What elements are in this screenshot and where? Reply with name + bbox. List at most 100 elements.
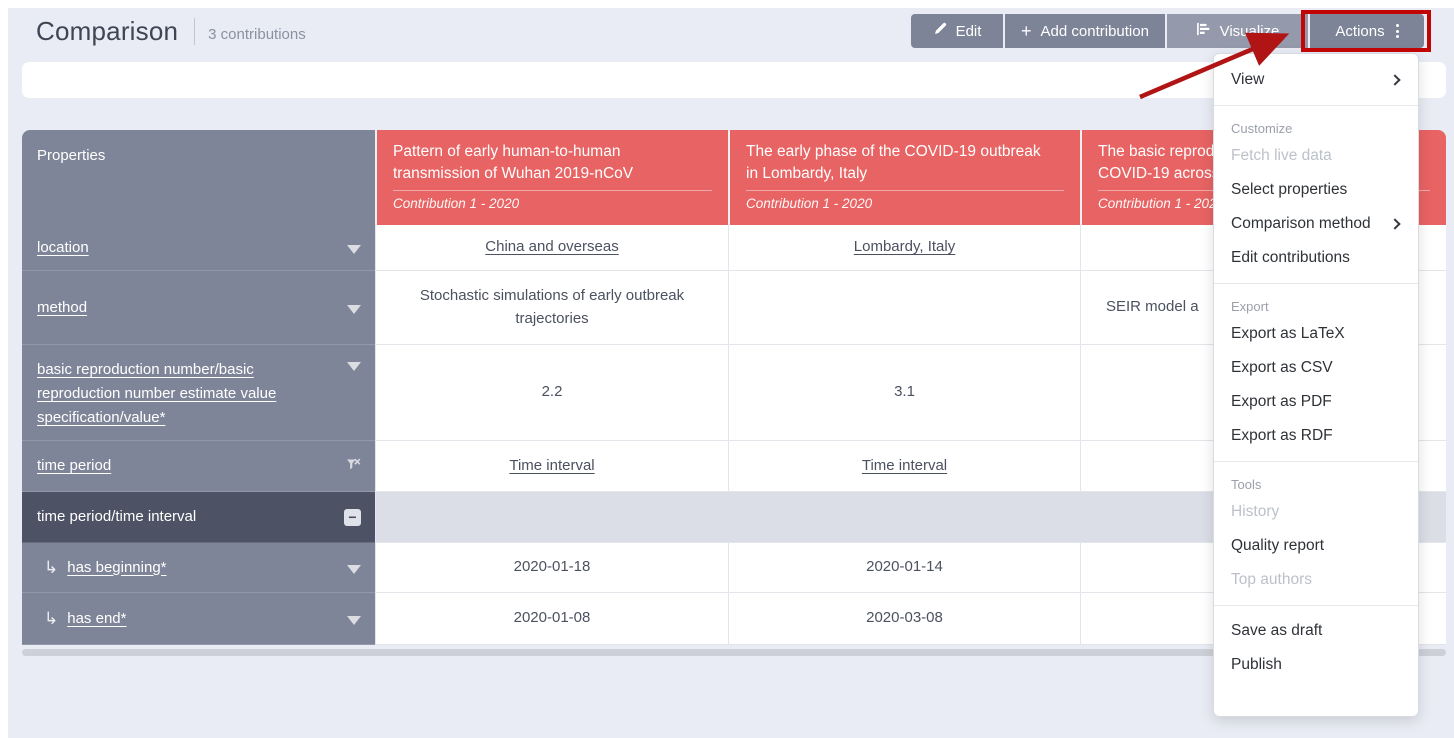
subproperty-arrow-icon: ↳	[44, 557, 59, 577]
table-cell: 2020-01-08	[375, 593, 728, 645]
property-row-has-beginning: ↳ has beginning*	[22, 543, 375, 593]
edit-button-label: Edit	[955, 22, 982, 40]
cell-value: 2020-01-18	[513, 558, 591, 576]
menu-item-fetch-live-data: Fetch live data	[1214, 139, 1418, 173]
resource-link[interactable]: China and overseas	[485, 238, 619, 256]
menu-item-label: View	[1231, 71, 1265, 88]
kebab-icon	[1395, 24, 1399, 38]
table-cell: Time interval	[728, 441, 1080, 492]
contribution-subtitle: Contribution 1 - 2020	[1098, 196, 1225, 211]
table-cell: 2020-03-08	[728, 593, 1080, 645]
table-cell	[728, 271, 1080, 345]
menu-item-label: Quality report	[1231, 537, 1325, 554]
menu-item-label: Fetch live data	[1231, 147, 1332, 164]
property-label[interactable]: method	[37, 298, 88, 316]
menu-section-customize: Customize	[1231, 121, 1293, 136]
paper-title-line: transmission of Wuhan 2019-nCoV	[393, 165, 634, 182]
actions-button-label: Actions	[1335, 22, 1385, 40]
menu-divider	[1214, 105, 1418, 106]
paper-title-line: in Lombardy, Italy	[746, 165, 868, 182]
menu-item-history: History	[1214, 495, 1418, 529]
chart-icon	[1196, 22, 1211, 40]
menu-item-label: Save as draft	[1231, 622, 1323, 639]
paper-title-line: Pattern of early human-to-human	[393, 143, 621, 160]
contribution-subtitle: Contribution 1 - 2020	[393, 196, 520, 211]
menu-item-quality-report[interactable]: Quality report	[1214, 529, 1418, 563]
property-label[interactable]: time period	[37, 457, 112, 474]
menu-item-label: Comparison method	[1231, 215, 1371, 232]
cell-value: 2.2	[541, 383, 563, 401]
filter-icon[interactable]	[347, 565, 361, 574]
menu-divider	[1214, 283, 1418, 284]
menu-item-view[interactable]: View	[1214, 63, 1418, 97]
menu-item-label: Export as LaTeX	[1231, 325, 1345, 342]
filter-icon[interactable]	[347, 362, 361, 371]
filter-icon[interactable]	[347, 616, 361, 625]
menu-item-label: Export as PDF	[1231, 393, 1332, 410]
menu-item-edit-contributions[interactable]: Edit contributions	[1214, 241, 1418, 275]
annotation-highlight-box	[1301, 10, 1431, 52]
property-row-time-period: time period	[22, 441, 375, 492]
property-row-has-end: ↳ has end*	[22, 593, 375, 645]
toolbar: Edit + Add contribution Visualize Action…	[911, 14, 1424, 48]
property-label[interactable]: location	[37, 238, 89, 256]
menu-divider	[1214, 461, 1418, 462]
resource-link[interactable]: Time interval	[861, 456, 948, 474]
contribution-subtitle: Contribution 1 - 2020	[746, 196, 873, 211]
add-contribution-button[interactable]: + Add contribution	[1005, 14, 1165, 48]
cell-value: 2020-03-08	[866, 609, 943, 627]
cell-value: 2020-01-08	[513, 609, 591, 627]
menu-item-label: History	[1231, 503, 1280, 520]
property-group-label: time period/time interval	[37, 508, 197, 525]
plus-icon: +	[1021, 21, 1032, 41]
actions-button[interactable]: Actions	[1310, 14, 1424, 48]
cell-value: Stochastic simulations of early outbreak…	[419, 287, 685, 327]
paper-title-link[interactable]: Pattern of early human-to-human transmis…	[393, 141, 712, 191]
contribution-column-header: Pattern of early human-to-human transmis…	[375, 130, 728, 225]
collapse-icon[interactable]: −	[344, 508, 361, 526]
menu-item-select-properties[interactable]: Select properties	[1214, 173, 1418, 207]
contribution-column-header: The early phase of the COVID-19 outbreak…	[728, 130, 1080, 225]
filter-icon[interactable]	[347, 245, 361, 254]
cell-value: 3.1	[894, 383, 915, 401]
menu-item-label: Edit contributions	[1231, 249, 1350, 266]
menu-item-publish[interactable]: Publish	[1214, 648, 1418, 682]
table-cell: Lombardy, Italy	[728, 225, 1080, 271]
menu-item-comparison-method[interactable]: Comparison method	[1214, 207, 1418, 241]
edit-button[interactable]: Edit	[911, 14, 1003, 48]
property-group-row-time-interval: time period/time interval −	[22, 492, 375, 543]
menu-item-export-rdf[interactable]: Export as RDF	[1214, 419, 1418, 453]
resource-link[interactable]: Lombardy, Italy	[853, 238, 956, 256]
contribution-count: 3 contributions	[208, 26, 306, 43]
menu-item-export-pdf[interactable]: Export as PDF	[1214, 385, 1418, 419]
menu-item-save-as-draft[interactable]: Save as draft	[1214, 614, 1418, 648]
actions-dropdown-menu: View Customize Fetch live data Select pr…	[1213, 53, 1419, 717]
filter-icon[interactable]	[347, 305, 361, 314]
menu-item-label: Publish	[1231, 656, 1282, 673]
table-cell: 2020-01-14	[728, 543, 1080, 593]
filter-remove-icon[interactable]	[346, 457, 361, 476]
property-label[interactable]: basic reproduction number/basic reproduc…	[37, 361, 277, 426]
menu-item-export-latex[interactable]: Export as LaTeX	[1214, 317, 1418, 351]
menu-item-label: Export as CSV	[1231, 359, 1333, 376]
menu-section-export: Export	[1231, 299, 1269, 314]
menu-divider	[1214, 605, 1418, 606]
horizontal-scrollbar[interactable]	[22, 649, 1446, 656]
pencil-icon	[933, 22, 947, 40]
chevron-right-icon	[1389, 218, 1401, 230]
property-label[interactable]: has beginning*	[67, 558, 167, 576]
menu-item-top-authors: Top authors	[1214, 563, 1418, 597]
add-contribution-label: Add contribution	[1040, 22, 1149, 40]
property-row-basic-reproduction-number: basic reproduction number/basic reproduc…	[22, 345, 375, 441]
visualize-button[interactable]: Visualize	[1167, 14, 1308, 48]
page-header: Comparison 3 contributions	[36, 16, 306, 47]
resource-link[interactable]: Time interval	[509, 456, 595, 474]
paper-title-line: The basic reprodu	[1098, 143, 1223, 160]
menu-section-tools: Tools	[1231, 477, 1262, 492]
cell-value: 2020-01-14	[866, 558, 943, 576]
paper-title-link[interactable]: The early phase of the COVID-19 outbreak…	[746, 141, 1064, 191]
property-label[interactable]: has end*	[67, 609, 127, 627]
table-cell: 3.1	[728, 345, 1080, 441]
menu-item-export-csv[interactable]: Export as CSV	[1214, 351, 1418, 385]
